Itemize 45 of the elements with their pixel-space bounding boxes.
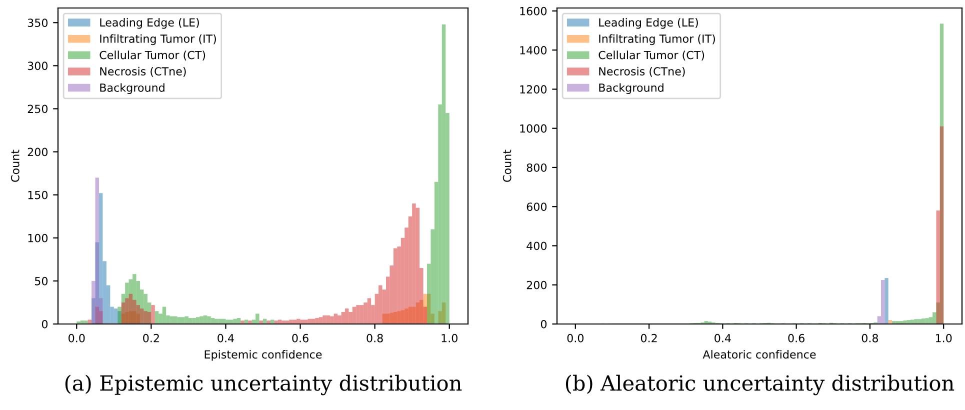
x-tick-label: 0.4 <box>714 334 731 342</box>
y-tick-label: 1600 <box>520 6 547 16</box>
text: (b) Aleatoric uncertainty distribution <box>566 374 954 396</box>
y-tick-label: 300 <box>28 62 48 70</box>
y-tick-label: 800 <box>526 163 547 172</box>
x-tick-label: 0.6 <box>788 334 804 342</box>
y-tick-label: 200 <box>28 148 48 156</box>
x-tick-label: 0.4 <box>218 334 234 342</box>
x-tick-label: 0.0 <box>567 334 584 342</box>
y-tick-label: 600 <box>526 202 547 211</box>
y-tick-label: 200 <box>526 280 547 290</box>
x-tick-label: 0.8 <box>366 334 383 342</box>
x-tick-label: 0.0 <box>68 334 85 342</box>
y-tick-label: 1400 <box>520 46 547 54</box>
y-tick-label: 0 <box>540 320 547 328</box>
legend-label: Necrosis (CTne) <box>100 66 186 77</box>
y-tick-label: 0 <box>42 320 48 328</box>
y-tick-label: 100 <box>28 234 48 242</box>
text: (a) Epistemic uncertainty distribution <box>65 374 462 396</box>
x-tick-label: 0.8 <box>862 334 878 342</box>
x-tick-label: 0.2 <box>640 334 657 342</box>
x-axis-title: Epistemic confidence <box>204 350 322 361</box>
legend-label: Leading Edge (LE) <box>599 18 698 29</box>
legend-label: Background <box>599 83 664 94</box>
x-tick-label: 0.6 <box>292 334 308 342</box>
y-axis-title: Count <box>10 150 20 182</box>
legend-label: Cellular Tumor (CT) <box>598 50 704 61</box>
x-tick-label: 1.0 <box>936 334 952 342</box>
y-tick-label: 350 <box>28 18 48 28</box>
legend-label: Infiltrating Tumor (IT) <box>599 34 715 46</box>
y-tick-label: 50 <box>34 276 48 286</box>
legend-label: Background <box>100 83 164 94</box>
x-tick-label: 1.0 <box>442 334 458 342</box>
y-tick-label: 1000 <box>520 124 547 133</box>
legend-label: Cellular Tumor (CT) <box>100 50 206 61</box>
y-tick-label: 250 <box>28 104 48 114</box>
y-axis-title: Count <box>502 150 512 182</box>
x-axis-title: Aleatoric confidence <box>702 350 816 359</box>
legend-label: Infiltrating Tumor (IT) <box>100 34 216 46</box>
y-tick-label: 150 <box>28 190 48 200</box>
legend-label: Necrosis (CTne) <box>599 66 685 77</box>
x-tick-label: 0.2 <box>143 334 159 342</box>
y-tick-label: 1200 <box>520 85 547 94</box>
y-tick-label: 400 <box>526 242 547 250</box>
legend-label: Leading Edge (LE) <box>100 18 199 29</box>
